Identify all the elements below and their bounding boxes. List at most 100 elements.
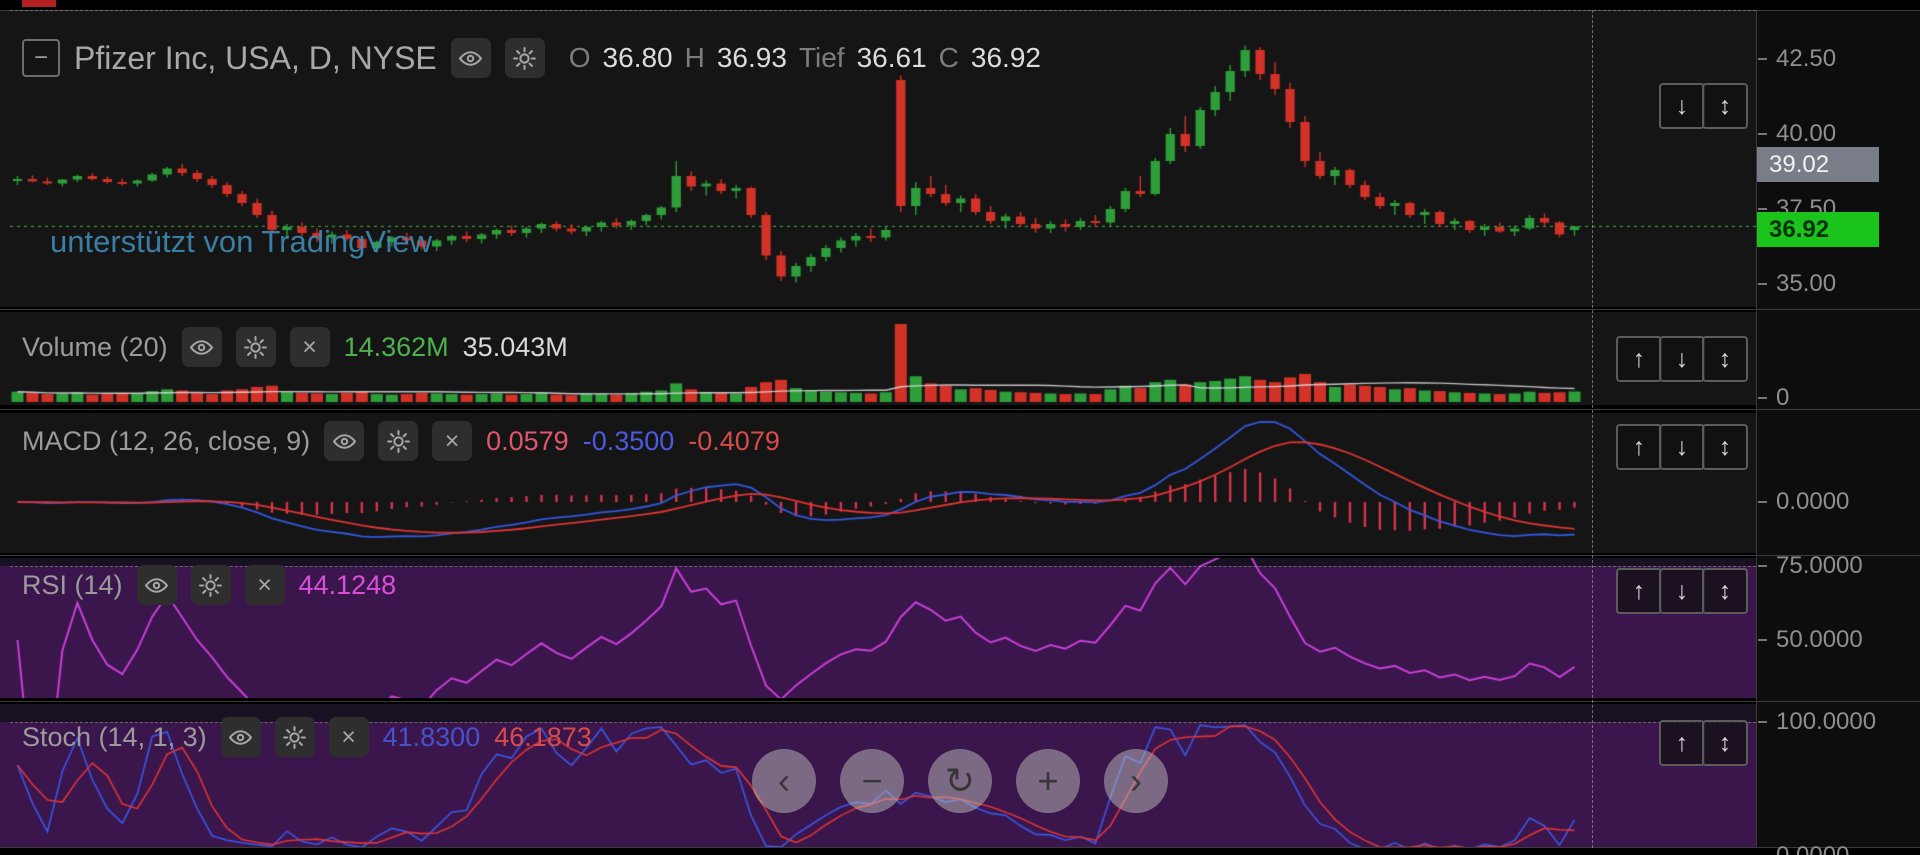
macd-pane	[0, 413, 1920, 553]
pan-right-button[interactable]: ›	[1104, 749, 1168, 813]
pane-separator[interactable]	[0, 701, 1920, 702]
macd-line-value: -0.3500	[582, 425, 675, 456]
macd-canvas[interactable]	[10, 413, 1756, 553]
pane-separator	[0, 847, 1920, 848]
stoch-pane-header: Stoch (14, 1, 3) × 41.8300 46.1873	[22, 717, 592, 757]
remove-indicator-button[interactable]: ×	[244, 565, 285, 605]
remove-indicator-button[interactable]: ×	[432, 421, 473, 461]
eye-icon	[459, 50, 483, 66]
price-canvas[interactable]	[10, 11, 1756, 307]
close-label: C	[938, 42, 959, 73]
rsi-canvas[interactable]	[10, 558, 1756, 698]
visibility-toggle-button[interactable]	[324, 421, 365, 461]
stoch-d-value: 46.1873	[494, 721, 592, 752]
collapse-pane-button[interactable]: −	[22, 39, 60, 77]
remove-indicator-button[interactable]: ×	[289, 327, 330, 367]
move-pane-down-button[interactable]: ↓	[1659, 83, 1705, 129]
pane-top-dashed-line	[10, 10, 1756, 11]
volume-pane-header: Volume (20) × 14.362M 35.043M	[22, 327, 568, 367]
symbol-title[interactable]: Pfizer Inc, USA, D, NYSE	[74, 39, 437, 76]
tradingview-watermark: unterstützt von TradingView	[50, 224, 432, 259]
low-value: 36.61	[856, 42, 927, 73]
visibility-toggle-button[interactable]	[450, 38, 491, 78]
gear-icon	[199, 573, 222, 597]
resize-pane-button[interactable]: ↕	[1702, 424, 1748, 470]
macd-signal-value: -0.4079	[688, 425, 780, 456]
price-tick: 40.00	[1758, 120, 1836, 148]
move-pane-up-button[interactable]: ↑	[1616, 336, 1662, 382]
resize-pane-button[interactable]: ↕	[1702, 336, 1748, 382]
eye-icon	[144, 577, 169, 593]
pane-separator[interactable]	[0, 555, 1920, 556]
macd-tick: 0.0000	[1758, 488, 1849, 516]
zoom-in-button[interactable]: +	[1016, 749, 1080, 813]
macd-label[interactable]: MACD (12, 26, close, 9)	[22, 425, 311, 456]
volume-ma-value: 35.043M	[462, 331, 568, 362]
visibility-toggle-button[interactable]	[220, 717, 261, 757]
gear-icon	[386, 429, 410, 453]
remove-indicator-button[interactable]: ×	[328, 717, 369, 757]
resize-pane-button[interactable]: ↕	[1702, 720, 1748, 766]
stoch-label[interactable]: Stoch (14, 1, 3)	[22, 721, 207, 752]
volume-tick: 0	[1758, 384, 1789, 412]
move-pane-up-button[interactable]: ↑	[1616, 424, 1662, 470]
low-label: Tief	[798, 42, 845, 73]
rsi-pane-header: RSI (14) × 44.1248	[22, 565, 396, 605]
resize-pane-button[interactable]: ↕	[1702, 568, 1748, 614]
move-pane-down-button[interactable]: ↓	[1659, 568, 1705, 614]
eye-icon	[332, 433, 356, 449]
zoom-out-button[interactable]: −	[840, 749, 904, 813]
move-pane-down-button[interactable]: ↓	[1659, 424, 1705, 470]
open-label: O	[568, 42, 591, 73]
rsi-upper-band-line	[10, 566, 1756, 567]
resize-pane-button[interactable]: ↕	[1702, 83, 1748, 129]
gear-icon	[244, 335, 268, 359]
gear-icon	[283, 725, 307, 749]
last-price-badge: 36.92	[1757, 212, 1879, 247]
settings-button[interactable]	[504, 38, 545, 78]
pane-separator[interactable]	[0, 409, 1920, 410]
chart-toolbar: ‹ − ↻ + ›	[752, 749, 1168, 813]
stoch-pane	[0, 704, 1920, 848]
volume-value: 14.362M	[343, 331, 449, 362]
rsi-tick: 75.0000	[1758, 552, 1863, 580]
move-pane-up-button[interactable]: ↑	[1659, 720, 1705, 766]
volume-label[interactable]: Volume (20)	[22, 331, 168, 362]
stoch-k-value: 41.8300	[382, 721, 481, 752]
settings-button[interactable]	[274, 717, 315, 757]
ohlc-readout: O 36.80 H 36.93 Tief 36.61 C 36.92	[569, 42, 1041, 74]
rsi-pane	[0, 558, 1920, 698]
macd-hist-value: 0.0579	[486, 425, 569, 456]
open-value: 36.80	[602, 42, 673, 73]
high-label: H	[684, 42, 705, 73]
status-indicator	[22, 0, 56, 7]
rsi-tick: 50.0000	[1758, 626, 1863, 654]
close-value: 36.92	[970, 42, 1041, 73]
eye-icon	[228, 729, 253, 745]
settings-button[interactable]	[378, 421, 419, 461]
rsi-label[interactable]: RSI (14)	[22, 569, 123, 600]
move-pane-down-button[interactable]: ↓	[1659, 336, 1705, 382]
pan-left-button[interactable]: ‹	[752, 749, 816, 813]
price-tick: 35.00	[1758, 270, 1836, 298]
price-pane: unterstützt von TradingView	[0, 11, 1920, 307]
high-value: 36.93	[716, 42, 787, 73]
rsi-value: 44.1248	[298, 569, 397, 600]
visibility-toggle-button[interactable]	[181, 327, 222, 367]
price-tick: 42.50	[1758, 45, 1836, 73]
stoch-upper-band-line	[10, 722, 1756, 723]
countdown-price-badge: 39.02	[1757, 147, 1879, 182]
gear-icon	[513, 46, 537, 70]
visibility-toggle-button[interactable]	[136, 565, 177, 605]
move-pane-up-button[interactable]: ↑	[1616, 568, 1662, 614]
settings-button[interactable]	[190, 565, 231, 605]
pane-separator[interactable]	[0, 309, 1920, 310]
stoch-tick: 100.0000	[1758, 708, 1876, 736]
reset-view-button[interactable]: ↻	[928, 749, 992, 813]
crosshair-vline	[1592, 10, 1593, 848]
macd-pane-header: MACD (12, 26, close, 9) × 0.0579 -0.3500…	[22, 421, 780, 461]
stoch-tick: 0.0000	[1758, 842, 1849, 855]
eye-icon	[189, 339, 214, 355]
settings-button[interactable]	[235, 327, 276, 367]
